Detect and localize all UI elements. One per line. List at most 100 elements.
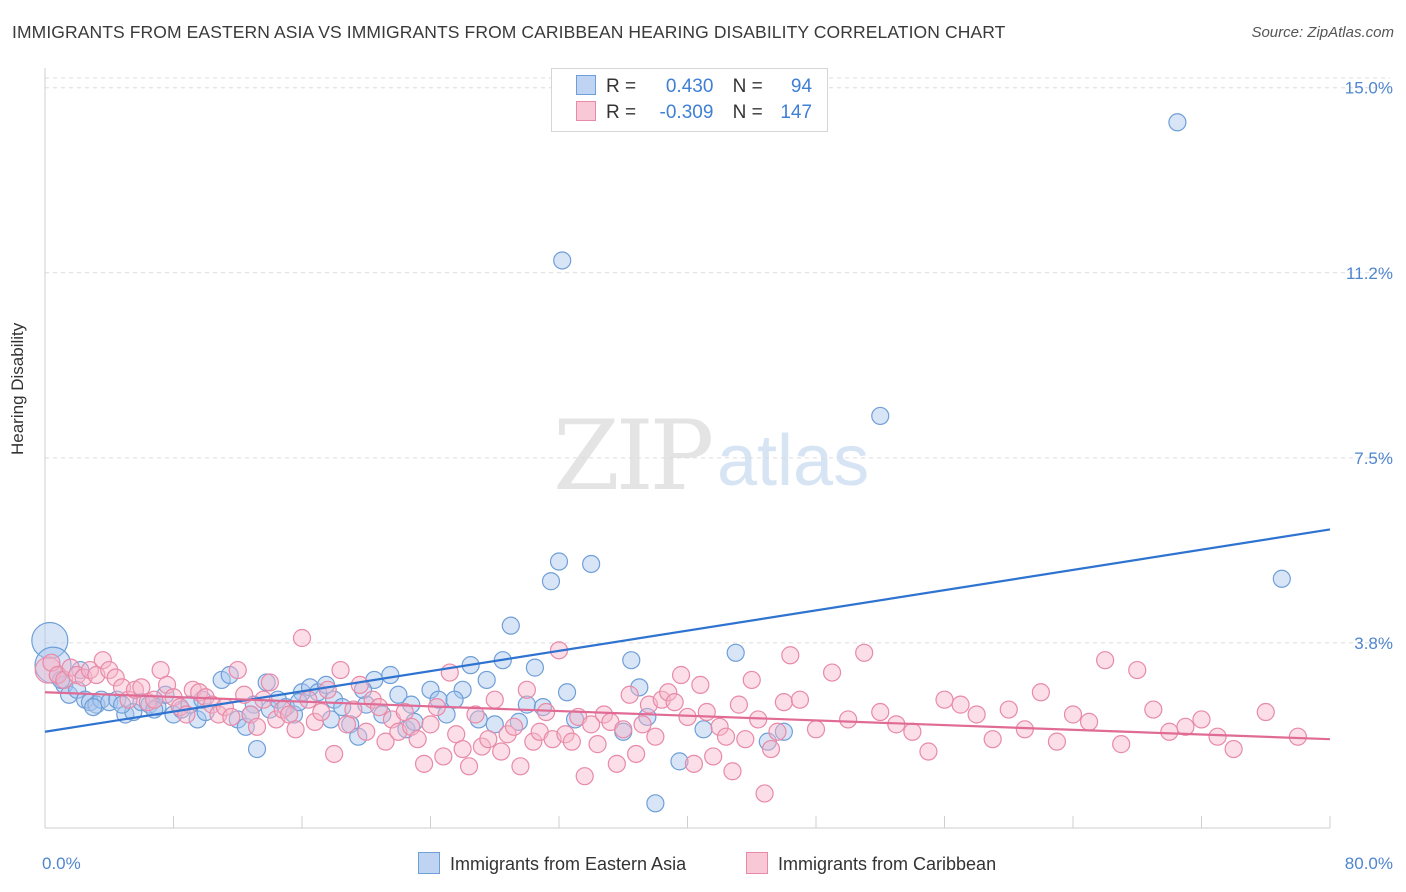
caribbean-point	[1192, 710, 1211, 729]
caribbean-point	[723, 762, 742, 781]
caribbean-point	[607, 754, 626, 773]
caribbean-point	[100, 660, 119, 680]
eastern-asia-point	[694, 720, 713, 739]
eastern-asia-point	[541, 572, 561, 591]
caribbean-point	[414, 754, 434, 773]
caribbean-point	[659, 683, 678, 702]
watermark-atlas: atlas	[717, 421, 870, 501]
legend-row-eastern-asia: R = 0.430 N = 94	[576, 75, 812, 101]
caribbean-point	[774, 693, 793, 712]
caribbean-point	[1224, 739, 1243, 759]
caribbean-point	[228, 660, 247, 680]
caribbean-point	[716, 727, 736, 746]
caribbean-point	[1144, 700, 1163, 719]
caribbean-point	[479, 730, 498, 749]
caribbean-point	[999, 700, 1018, 719]
eastern-asia-point	[1168, 113, 1187, 132]
caribbean-point	[556, 725, 575, 744]
caribbean-point	[299, 690, 318, 709]
caribbean-point	[408, 730, 427, 749]
caribbean-point	[951, 695, 970, 714]
caribbean-point	[485, 690, 504, 709]
eastern-asia-point	[1272, 569, 1291, 588]
caribbean-point	[588, 735, 607, 754]
eastern-asia-point	[871, 406, 890, 426]
caribbean-point	[704, 747, 723, 766]
caribbean-point	[344, 700, 363, 719]
caribbean-point	[871, 702, 890, 722]
caribbean-point	[247, 717, 267, 736]
eastern-asia-point	[670, 752, 689, 771]
caribbean-point	[646, 727, 665, 746]
caribbean-point	[1128, 660, 1147, 680]
caribbean-point	[286, 720, 305, 739]
caribbean-point	[511, 757, 530, 776]
caribbean-point	[93, 651, 112, 670]
legend-n-value: 147	[780, 102, 813, 123]
legend-r-value: -0.309	[659, 102, 714, 123]
caribbean-point	[626, 744, 646, 764]
caribbean-point	[504, 717, 524, 736]
caribbean-point	[145, 690, 164, 709]
eastern-asia-point	[549, 552, 569, 571]
caribbean-point	[691, 675, 710, 694]
chart-title: IMMIGRANTS FROM EASTERN ASIA VS IMMIGRAN…	[12, 22, 1006, 42]
legend-item-caribbean: Immigrants from Caribbean	[746, 852, 996, 875]
caribbean-point	[537, 702, 556, 722]
caribbean-point	[822, 663, 842, 682]
legend-r-label: R =	[606, 76, 637, 97]
legend-n-label: N =	[732, 102, 763, 123]
eastern-asia-point	[622, 651, 641, 670]
caribbean-point	[633, 715, 652, 734]
y-tick-label: 11.2%	[1346, 264, 1393, 283]
caribbean-point	[935, 690, 954, 709]
caribbean-point	[967, 705, 986, 724]
caribbean-point	[1079, 712, 1099, 731]
caribbean-point	[305, 712, 324, 731]
caribbean-point	[736, 730, 755, 749]
caribbean-point	[1160, 722, 1179, 741]
watermark-zip: ZIP	[553, 400, 714, 512]
eastern-asia-point	[84, 697, 103, 717]
caribbean-point	[453, 739, 472, 759]
caribbean-point	[755, 784, 774, 803]
caribbean-point	[582, 715, 601, 734]
caribbean-point	[1256, 702, 1275, 722]
caribbean-point	[466, 705, 485, 724]
caribbean-point	[742, 670, 761, 690]
legend-n-label: N =	[732, 76, 763, 97]
caribbean-point	[620, 685, 639, 704]
caribbean-point	[1112, 735, 1131, 754]
caribbean-point	[697, 702, 716, 722]
caribbean-point	[855, 643, 874, 662]
legend-row-caribbean: R = -0.309 N = 147	[576, 101, 812, 127]
caribbean-point	[292, 628, 312, 648]
eastern-asia-point	[557, 683, 577, 702]
caribbean-point	[492, 742, 511, 761]
caribbean-point	[421, 715, 440, 734]
caribbean-point	[524, 732, 543, 751]
legend-swatch-blue	[418, 852, 440, 874]
caribbean-point	[370, 697, 389, 717]
caribbean-point	[806, 720, 826, 739]
x-tick-label: 80.0%	[1345, 854, 1393, 873]
caribbean-point	[781, 646, 800, 665]
caribbean-point	[903, 722, 922, 741]
eastern-asia-point	[389, 685, 408, 704]
caribbean-point	[1031, 683, 1050, 702]
caribbean-point	[575, 767, 594, 786]
caribbean-point	[61, 658, 80, 677]
caribbean-point	[498, 725, 517, 744]
caribbean-point	[665, 693, 684, 712]
caribbean-point	[594, 705, 614, 724]
y-tick-label: 3.8%	[1354, 634, 1393, 653]
caribbean-point	[1047, 732, 1067, 751]
caribbean-point	[472, 737, 491, 756]
legend-label: Immigrants from Eastern Asia	[450, 854, 687, 874]
legend-n-value: 94	[790, 76, 813, 97]
eastern-asia-point	[525, 658, 545, 677]
legend-r-value: 0.430	[665, 76, 714, 97]
y-tick-label: 15.0%	[1345, 79, 1393, 98]
caribbean-point	[325, 744, 344, 764]
